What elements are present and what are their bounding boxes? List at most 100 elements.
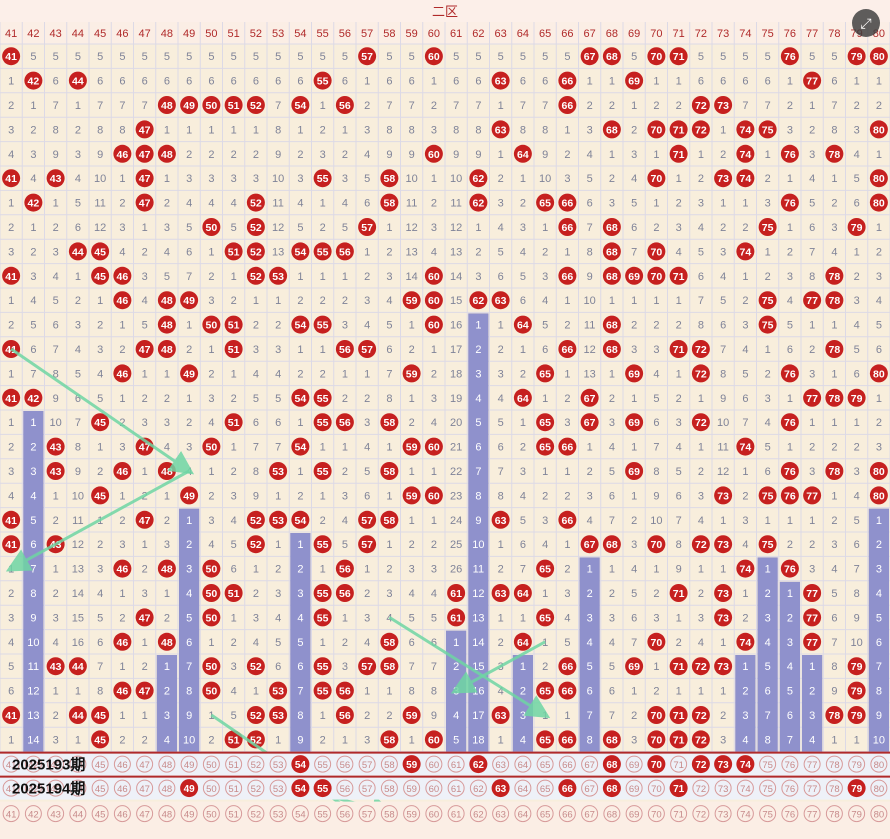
hit-number: 58 [384, 173, 396, 185]
hit-ball [68, 242, 87, 261]
miss-count: 2 [542, 490, 548, 502]
hit-number: 55 [317, 173, 329, 185]
hit-ball [313, 608, 332, 627]
miss-count: 4 [208, 417, 214, 429]
miss-count: 5 [97, 51, 103, 63]
column-header: 63 [495, 28, 507, 40]
miss-count: 1 [231, 612, 237, 624]
miss-count: 1 [342, 368, 348, 380]
miss-count: 1 [831, 368, 837, 380]
draw-ring [113, 755, 131, 773]
miss-count: 2 [231, 393, 237, 405]
hit-number: 43 [50, 466, 62, 478]
hit-number: 58 [384, 466, 396, 478]
hit-ball [380, 657, 399, 676]
miss-count: 2 [498, 637, 504, 649]
footer-number: 74 [740, 810, 751, 821]
hit-ball [180, 291, 199, 310]
miss-count: 4 [297, 612, 303, 624]
hit-number: 51 [228, 320, 240, 332]
hit-ball [113, 559, 132, 578]
draw-ball [291, 779, 310, 798]
draw-ball [402, 755, 421, 774]
miss-count: 1 [653, 295, 659, 307]
hit-ball [2, 266, 21, 285]
hit-ball [135, 340, 154, 358]
hit-ball [513, 388, 532, 407]
miss-count: 5 [342, 222, 348, 234]
miss-count: 1 [320, 271, 326, 283]
miss-run-bar [23, 411, 44, 752]
miss-count: 2 [787, 100, 793, 112]
miss-count: 5 [765, 661, 771, 673]
miss-count: 2 [631, 515, 637, 527]
hit-number: 77 [806, 393, 818, 405]
miss-count: 11 [272, 198, 283, 210]
hit-number: 59 [406, 368, 418, 380]
hit-number: 44 [72, 661, 84, 673]
hit-ball [869, 462, 888, 480]
hit-ball [246, 218, 265, 236]
hit-ball [647, 535, 666, 554]
miss-count: 3 [8, 612, 14, 624]
footer-number: 47 [139, 810, 150, 821]
miss-count: 9 [186, 710, 192, 722]
miss-count: 3 [186, 564, 192, 576]
miss-count: 4 [164, 246, 170, 258]
hit-number: 65 [539, 198, 551, 210]
miss-count: 5 [475, 417, 481, 429]
miss-count: 1 [364, 564, 370, 576]
miss-count: 8 [520, 124, 526, 136]
miss-count: 2 [453, 661, 459, 673]
miss-count: 2 [475, 344, 481, 356]
column-header: 49 [183, 28, 195, 40]
hit-ball [358, 218, 377, 236]
miss-count: 1 [142, 637, 148, 649]
expand-icon[interactable]: ⤢ [852, 9, 880, 37]
hit-ball [246, 266, 265, 285]
miss-count: 1 [720, 198, 726, 210]
hit-number: 60 [428, 271, 440, 283]
miss-count: 4 [231, 515, 237, 527]
hit-ball [424, 486, 443, 505]
hit-number: 45 [94, 734, 106, 746]
miss-count: 2 [297, 368, 303, 380]
hit-ball [2, 535, 21, 554]
miss-count: 3 [609, 417, 615, 429]
hit-number: 41 [5, 539, 17, 551]
hit-ball [380, 169, 399, 188]
miss-count: 3 [342, 661, 348, 673]
miss-count: 2 [342, 466, 348, 478]
miss-count: 11 [473, 564, 484, 576]
hit-ball [313, 584, 332, 602]
miss-count: 3 [787, 637, 793, 649]
miss-count: 5 [475, 51, 481, 63]
hit-number: 41 [5, 271, 17, 283]
hit-ball [669, 120, 688, 139]
miss-count: 3 [8, 246, 14, 258]
hit-ball [825, 388, 844, 407]
draw-number: 59 [406, 784, 417, 795]
miss-count: 10 [851, 637, 863, 649]
miss-count: 4 [854, 149, 860, 161]
miss-count: 4 [542, 295, 548, 307]
hit-ball [825, 291, 844, 310]
hit-ball [602, 315, 621, 334]
miss-count: 2 [364, 271, 370, 283]
draw-number: 79 [851, 784, 863, 795]
miss-count: 1 [542, 710, 548, 722]
footer-number: 73 [718, 810, 729, 821]
hit-ball [691, 535, 710, 554]
footer-ring [269, 805, 287, 823]
hit-ball [113, 364, 132, 383]
hit-number: 68 [606, 246, 618, 258]
draw-number: 61 [451, 784, 462, 795]
hit-number: 77 [806, 76, 818, 88]
hit-number: 69 [628, 417, 640, 429]
miss-count: 2 [409, 539, 415, 551]
miss-count: 6 [297, 661, 303, 673]
hit-number: 55 [317, 76, 329, 88]
footer-number: 56 [340, 810, 351, 821]
miss-count: 6 [698, 76, 704, 88]
miss-count: 3 [208, 173, 214, 185]
